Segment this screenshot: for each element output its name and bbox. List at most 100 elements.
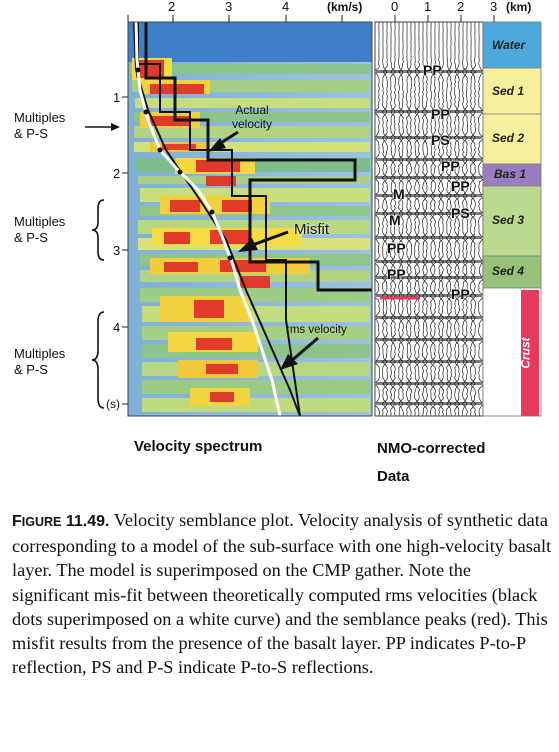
reflection-event [376,70,482,73]
wiggle-trace [390,22,397,416]
wiggle-trace [461,22,468,416]
wiggle-trace [478,22,483,416]
rms-velocity-arrow [289,336,319,364]
offset-tick-2: 2 [457,0,465,14]
wiggle-trace [437,22,445,416]
layer-crust [521,290,539,416]
wiggle-trace [413,22,420,416]
wiggle-trace [397,22,404,416]
reflection-label: PS [431,132,450,148]
brace-upper [91,199,105,261]
velocity-tick-4: 4 [282,0,290,14]
layer-sed1 [483,68,541,114]
time-unit: (s) [106,397,120,411]
velocity-unit: (km/s) [327,0,363,14]
reflection-event [376,294,482,297]
velocity-tick-2: 2 [168,0,176,14]
multiples-arrow [85,123,120,131]
reflection-event [376,236,482,239]
reflection-label: PP [441,158,460,174]
reflection-event [376,402,482,405]
time-axis-ticks [122,96,128,405]
reflection-label: PP [423,62,442,78]
reflection-event [376,176,482,179]
nmo-data-title-line2: Data [377,468,410,485]
wiggle-trace [381,22,389,416]
layer-label-bas1: Bas 1 [494,167,527,181]
layer-label-water: Water [492,38,526,52]
reflection-event [376,212,482,215]
reflection-event [376,110,482,113]
nmo-data-panel [375,22,483,416]
wiggle-trace [389,22,397,416]
wiggle-trace [397,22,405,416]
reflection-event [376,316,482,319]
wiggle-trace [405,22,413,416]
reflection-event [376,260,482,263]
interval-velocity-line [137,22,301,416]
reflection-event [376,276,482,279]
nmo-wiggle-traces [375,22,483,416]
reflection-event [376,382,482,385]
reflection-event [376,338,482,341]
reflection-label: PS [451,205,470,221]
wiggle-trace [382,22,389,416]
figure-graphic [85,15,542,417]
wiggle-trace [422,22,429,416]
offset-tick-0: 0 [391,0,399,14]
rms-velocity-label: rms velocity [286,324,347,336]
layer-sed4 [483,256,541,288]
wiggle-trace [375,22,380,416]
reflection-label: PP [431,106,450,122]
layer-sed2 [483,114,541,164]
model-column [482,21,542,417]
reflection-label: PP [451,286,470,302]
offset-unit: (km) [506,0,532,14]
wiggle-trace [469,22,476,416]
actual-velocity-curve [144,22,372,292]
layer-bas1 [483,164,541,186]
nmo-data-title-line1: NMO-corrected [377,440,486,457]
velocity-spectrum-panel [128,22,372,416]
offset-tick-1: 1 [424,0,432,14]
wiggle-trace [413,22,421,416]
offset-tick-3: 3 [490,0,498,14]
wiggle-trace [445,22,453,416]
layer-label-sed4: Sed 4 [492,264,525,278]
caption-text: Velocity semblance plot. Velocity analys… [12,510,552,678]
reflection-event [376,194,482,197]
multiples-label-2: Multiples & P-S [14,214,66,245]
brace-lower [91,311,105,409]
reflection-label: PP [387,240,406,256]
layer-label-crust: Crust [518,337,533,369]
layer-label-sed3: Sed 3 [492,213,525,227]
layer-water [483,22,541,68]
reflection-label: PP [387,266,406,282]
reflection-event [376,136,482,139]
figure-caption: FIGURE 11.49. Velocity semblance plot. V… [12,508,552,679]
layer-sed3 [483,186,541,256]
reflection-label: M [393,186,405,202]
figure-label: FIGURE 11.49. [12,513,110,530]
wiggle-trace [469,22,477,416]
velocity-tick-3: 3 [225,0,233,14]
wiggle-trace [462,22,469,416]
annotation-arrows [208,130,319,370]
multiples-label-3: Multiples & P-S [14,346,66,377]
wiggle-trace [430,22,437,416]
wiggle-trace [453,22,460,416]
multiples-label-1: Multiples & P-S [14,110,66,141]
wiggle-trace [405,22,412,416]
velocity-semblance-figure: 2 3 4 (km/s) 0 1 2 3 (km) 1 2 3 4 (s) Mu… [14,0,542,485]
misfit-label: Misfit [294,221,329,238]
reflection-event [376,360,482,363]
time-tick-3: 3 [113,243,121,258]
misfit-arrow [249,230,289,248]
wiggle-trace [429,22,437,416]
multiples-braces [91,199,105,409]
reflection-event [376,158,482,161]
time-tick-4: 4 [113,320,121,335]
velocity-axis-ticks [127,15,343,22]
rms-velocity-dots [135,67,233,261]
wiggle-trace [454,22,461,416]
